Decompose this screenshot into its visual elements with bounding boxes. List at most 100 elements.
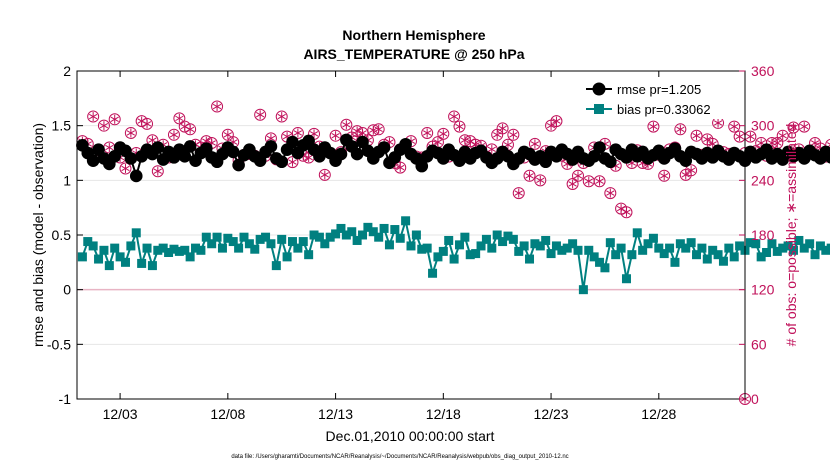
bias-point	[503, 231, 513, 241]
obs-assimilated-marker	[487, 144, 496, 154]
bias-point	[88, 241, 98, 251]
obs-possible-marker	[141, 117, 154, 130]
bias-point	[492, 230, 502, 240]
bias-point	[584, 245, 594, 255]
obs-assimilated-marker	[342, 120, 351, 130]
bias-point	[514, 246, 524, 256]
obs-possible-marker	[124, 126, 137, 139]
rmse-point	[593, 141, 606, 154]
bias-point	[368, 227, 378, 237]
obs-assimilated-marker	[110, 114, 119, 124]
y-left-tick-label: 0	[63, 282, 71, 298]
bias-point	[767, 239, 777, 249]
obs-assimilated-marker	[121, 163, 130, 173]
obs-assimilated-marker	[126, 128, 136, 138]
bias-point	[519, 241, 529, 251]
obs-possible-marker	[798, 120, 811, 133]
obs-assimilated-marker	[735, 132, 744, 142]
obs-possible-marker	[534, 174, 547, 187]
bias-point	[665, 243, 675, 253]
legend-bias-label: bias pr=0.33062	[617, 102, 711, 117]
bias-point	[174, 246, 184, 256]
bias-point	[352, 235, 362, 245]
obs-possible-marker	[448, 110, 461, 123]
bias-point	[810, 250, 820, 260]
bias-point	[708, 245, 718, 255]
bias-point	[169, 244, 179, 254]
bias-point	[476, 241, 486, 251]
bias-point	[234, 243, 244, 253]
bias-point	[363, 222, 373, 232]
y-axis-left-label: rmse and bias (model - observation)	[30, 123, 46, 347]
obs-assimilated-marker	[525, 171, 534, 181]
bias-point	[648, 233, 658, 243]
bias-point	[713, 250, 723, 260]
obs-assimilated-marker	[169, 130, 179, 140]
x-tick-label: 12/03	[103, 406, 138, 422]
bias-point	[277, 234, 287, 244]
obs-possible-marker	[437, 127, 450, 140]
obs-possible-marker	[254, 108, 267, 121]
bias-point	[460, 232, 470, 242]
bias-point	[530, 239, 540, 249]
bias-point	[239, 232, 249, 242]
bias-point	[826, 243, 830, 253]
bias-point	[314, 232, 324, 242]
y-right-tick-label: 300	[751, 118, 775, 134]
obs-possible-marker	[550, 115, 563, 128]
bias-point	[772, 246, 782, 256]
bias-point	[535, 241, 545, 251]
obs-assimilated-marker	[713, 118, 723, 128]
bias-point	[158, 243, 168, 253]
bias-point	[201, 232, 211, 242]
obs-assimilated-marker	[153, 166, 162, 176]
bias-point	[384, 240, 394, 250]
obs-possible-marker	[97, 119, 110, 132]
rmse-point	[377, 141, 391, 154]
y-right-tick-label: 240	[751, 172, 775, 188]
bias-point	[185, 252, 195, 262]
bias-point	[347, 227, 357, 237]
legend-box	[583, 77, 741, 119]
obs-assimilated-marker	[433, 137, 443, 147]
y-right-tick-label: 120	[751, 282, 775, 298]
bias-point	[298, 237, 308, 247]
obs-possible-marker	[523, 169, 536, 182]
rmse-point	[539, 155, 552, 169]
bias-point	[293, 243, 303, 253]
bias-point	[756, 252, 766, 262]
bias-point	[487, 243, 497, 253]
obs-possible-marker	[173, 112, 186, 125]
obs-assimilated-marker	[304, 153, 313, 163]
obs-possible-marker	[528, 137, 541, 150]
bias-point	[659, 249, 669, 259]
obs-assimilated-marker	[686, 165, 696, 175]
rmse-series	[76, 133, 830, 183]
bias-point	[444, 235, 454, 245]
bias-point	[142, 243, 152, 253]
bias-point	[745, 238, 755, 248]
bias-point	[627, 250, 637, 260]
obs-assimilated-marker	[584, 176, 593, 186]
obs-possible-marker	[496, 122, 509, 135]
obs-possible-marker	[674, 123, 687, 136]
rmse-point	[350, 147, 364, 161]
obs-possible-marker	[690, 129, 703, 142]
bias-point	[454, 240, 464, 250]
obs-assimilated-marker	[293, 128, 303, 138]
bias-point	[508, 234, 518, 244]
bias-point	[724, 243, 734, 253]
bias-point	[621, 274, 631, 284]
obs-assimilated-marker	[514, 188, 523, 198]
obs-assimilated-marker	[676, 124, 685, 134]
obs-assimilated-marker	[288, 157, 297, 167]
bias-point	[282, 252, 292, 262]
y-left-tick-label: 2	[63, 63, 71, 79]
y-right-tick-label: 180	[751, 227, 775, 243]
bias-point	[697, 243, 707, 253]
bias-point	[422, 243, 432, 253]
bias-point	[729, 252, 739, 262]
bias-point	[271, 261, 281, 271]
y-left-tick-label: 0.5	[52, 227, 72, 243]
obs-possible-marker	[318, 168, 331, 181]
